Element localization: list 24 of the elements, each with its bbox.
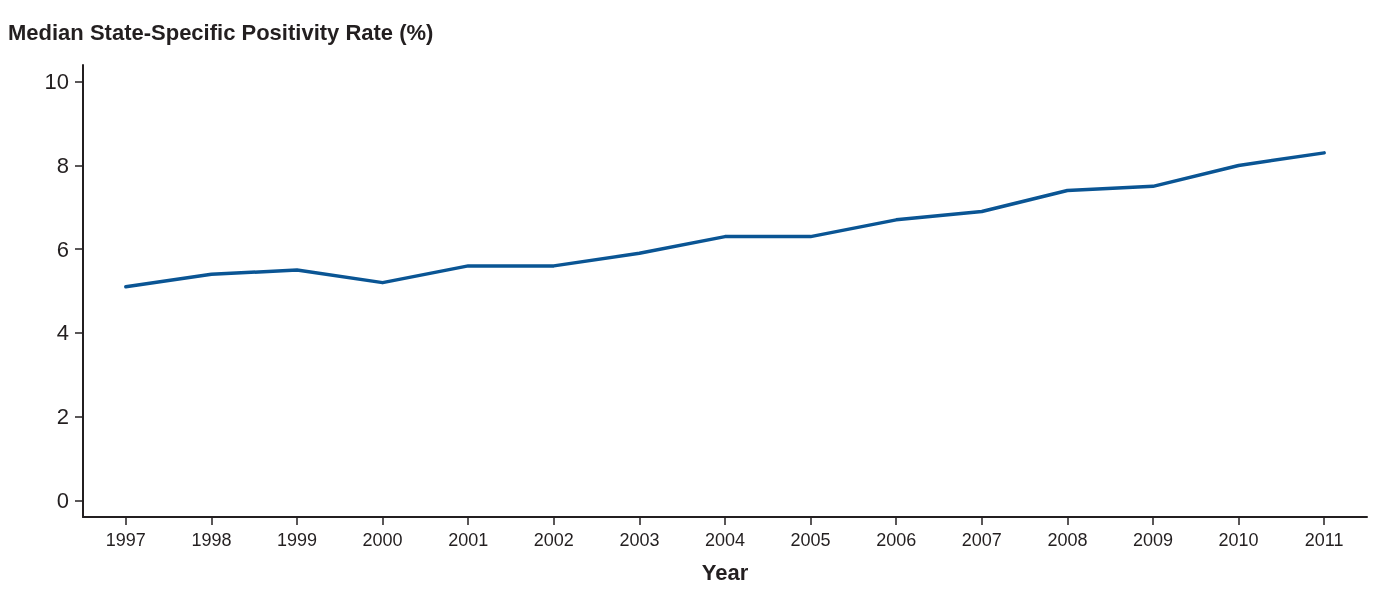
x-tick-label: 2007 <box>961 530 1002 550</box>
x-tick-label: 2000 <box>362 530 403 550</box>
y-tick-label: 8 <box>56 152 69 178</box>
x-tick-label: 2011 <box>1304 530 1344 550</box>
x-tick-label: 2006 <box>876 530 917 550</box>
x-tick-label: 2010 <box>1218 530 1259 550</box>
x-tick-label: 2001 <box>448 530 489 550</box>
x-tick-label: 2008 <box>1047 530 1088 550</box>
y-tick-label: 10 <box>44 69 69 95</box>
x-tick-label: 2004 <box>704 530 746 550</box>
x-tick-label: 2009 <box>1132 530 1174 550</box>
y-axis-title: Median State-Specific Positivity Rate (%) <box>8 19 434 45</box>
x-tick-label: 2002 <box>533 530 574 550</box>
x-tick-label: 1998 <box>191 530 232 550</box>
y-tick-label: 2 <box>56 404 69 430</box>
x-tick-label: 2005 <box>790 530 831 550</box>
line-series <box>124 151 1326 289</box>
y-tick-label: 6 <box>56 236 69 262</box>
y-tick-label: 0 <box>56 487 69 513</box>
x-axis-title: Year <box>701 559 749 585</box>
y-tick-label: 4 <box>56 320 69 346</box>
x-tick-label: 1999 <box>276 530 318 550</box>
x-tick-label: 2003 <box>619 530 660 550</box>
x-tick-label: 1997 <box>105 530 146 550</box>
